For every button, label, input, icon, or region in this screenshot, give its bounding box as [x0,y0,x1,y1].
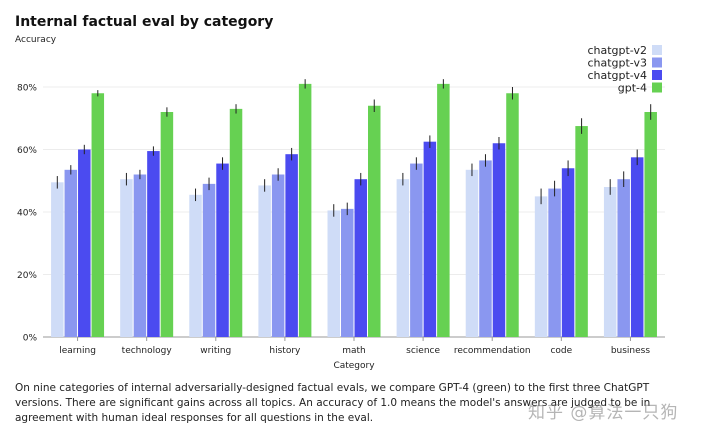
bar-gpt-4-science [437,83,450,337]
legend-label: chatgpt-v3 [587,57,647,70]
bar-chatgpt-v3-business [617,179,630,337]
bar-chatgpt-v2-code [534,196,548,337]
legend-swatch [652,45,662,55]
x-axis-label: Category [333,361,375,371]
y-tick-label: 20% [17,271,37,281]
bar-chatgpt-v2-technology [120,179,133,337]
y-axis-label: Accuracy [15,35,57,45]
bar-gpt-4-math [368,105,381,337]
bar-chatgpt-v3-recommendation [479,160,492,337]
x-tick-label: math [342,346,366,356]
bar-chatgpt-v2-science [396,179,410,337]
bar-chatgpt-v2-math [327,210,340,337]
x-tick-label: science [406,346,440,356]
chart-caption: On nine categories of internal adversari… [15,382,651,424]
bar-chatgpt-v3-math [341,208,354,337]
bar-chatgpt-v4-recommendation [492,143,506,337]
bar-chatgpt-v2-writing [189,194,202,337]
x-tick-label: recommendation [454,346,531,356]
bar-chatgpt-v3-code [548,188,561,337]
bar-gpt-4-writing [229,108,243,337]
bar-chatgpt-v4-technology [147,151,160,337]
legend-label: gpt-4 [618,82,647,95]
bar-chatgpt-v4-code [561,168,575,337]
bar-gpt-4-code [575,126,588,337]
bar-chatgpt-v2-recommendation [465,169,479,337]
y-tick-label: 80% [17,84,37,94]
x-tick-label: business [611,346,651,356]
bar-chatgpt-v4-learning [78,149,91,337]
bar-gpt-4-technology [160,112,174,337]
x-tick-label: writing [200,346,231,356]
bar-chatgpt-v4-math [354,179,367,337]
bar-chatgpt-v2-history [258,185,271,337]
bar-gpt-4-learning [91,93,105,337]
bar-chatgpt-v2-business [603,187,617,337]
bar-chatgpt-v4-writing [216,163,229,337]
legend-label: chatgpt-v4 [587,69,647,82]
bar-gpt-4-business [644,112,657,337]
bar-chatgpt-v3-writing [202,183,216,337]
legend-swatch [652,70,662,80]
y-tick-label: 0% [23,334,38,344]
bar-chatgpt-v2-learning [51,182,64,337]
legend-swatch [652,57,662,68]
bar-chatgpt-v4-science [423,141,437,337]
bar-chatgpt-v3-technology [133,174,147,337]
watermark: 知乎 @算法一只狗 [528,403,679,423]
x-tick-label: history [269,346,301,356]
y-tick-label: 40% [17,209,37,219]
bar-chatgpt-v4-history [285,154,298,337]
bar-chatgpt-v3-science [410,163,423,337]
y-tick-label: 60% [17,146,37,156]
chart: 0% 20% 40% 60% 80% learning technology writing h… [17,44,665,371]
bar-chatgpt-v3-learning [64,169,78,337]
legend-swatch [652,82,662,93]
x-tick-label: learning [59,346,96,356]
bar-chatgpt-v4-business [630,157,644,337]
chart-title: Internal factual eval by category [15,14,274,30]
bar-gpt-4-recommendation [506,93,519,337]
bar-gpt-4-history [298,83,312,337]
bar-chatgpt-v3-history [271,174,285,337]
x-tick-label: technology [122,346,173,356]
legend-label: chatgpt-v2 [587,44,647,57]
x-tick-label: code [550,346,572,356]
